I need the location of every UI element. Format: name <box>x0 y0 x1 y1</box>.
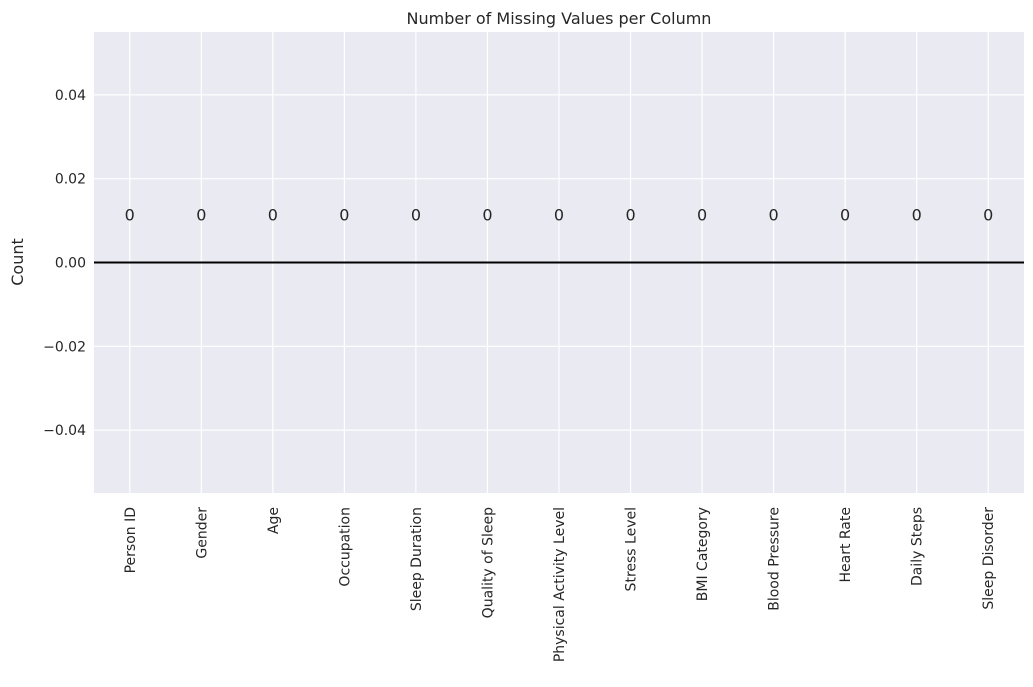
data-label: 0 <box>482 206 492 225</box>
x-tick-label: Gender <box>194 507 210 559</box>
data-label: 0 <box>625 206 635 225</box>
data-label: 0 <box>912 206 922 225</box>
data-label: 0 <box>196 206 206 225</box>
x-tick-label: Sleep Duration <box>409 507 425 611</box>
data-label: 0 <box>125 206 135 225</box>
x-tick-label: Quality of Sleep <box>480 507 496 618</box>
x-tick-label: Person ID <box>123 507 139 573</box>
data-label: 0 <box>697 206 707 225</box>
y-tick-label: 0.04 <box>55 88 86 104</box>
data-labels: 0 0 0 0 0 0 0 0 0 0 0 0 0 <box>125 206 994 225</box>
x-tick-label: Sleep Disorder <box>981 507 997 610</box>
data-label: 0 <box>268 206 278 225</box>
y-tick-label: −0.02 <box>43 339 86 355</box>
x-tick-label: Heart Rate <box>838 507 854 583</box>
x-tick-label: Daily Steps <box>910 507 926 586</box>
data-label: 0 <box>339 206 349 225</box>
x-tick-label: Occupation <box>337 507 353 587</box>
x-tick-label: Age <box>266 507 282 534</box>
x-tick-label: BMI Category <box>695 507 711 601</box>
data-label: 0 <box>769 206 779 225</box>
data-label: 0 <box>554 206 564 225</box>
y-tick-label: 0.00 <box>55 256 86 272</box>
y-tick-label: −0.04 <box>43 423 86 439</box>
x-tick-label: Physical Activity Level <box>552 507 568 662</box>
data-label: 0 <box>840 206 850 225</box>
x-tick-label: Blood Pressure <box>767 507 783 611</box>
y-axis-label: Count <box>8 238 27 286</box>
y-tick-label: 0.02 <box>55 172 86 188</box>
chart-title: Number of Missing Values per Column <box>407 9 712 28</box>
data-label: 0 <box>983 206 993 225</box>
x-tick-labels: Person ID Gender Age Occupation Sleep Durati… <box>123 507 997 662</box>
y-tick-labels: −0.04 −0.02 0.00 0.02 0.04 <box>43 88 86 439</box>
data-label: 0 <box>411 206 421 225</box>
x-tick-label: Stress Level <box>624 507 640 591</box>
